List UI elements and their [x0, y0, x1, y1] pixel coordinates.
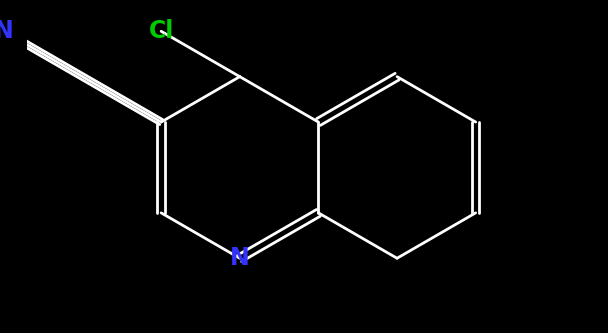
Text: N: N	[230, 246, 250, 270]
Text: N: N	[0, 19, 14, 43]
Text: Cl: Cl	[148, 19, 174, 43]
